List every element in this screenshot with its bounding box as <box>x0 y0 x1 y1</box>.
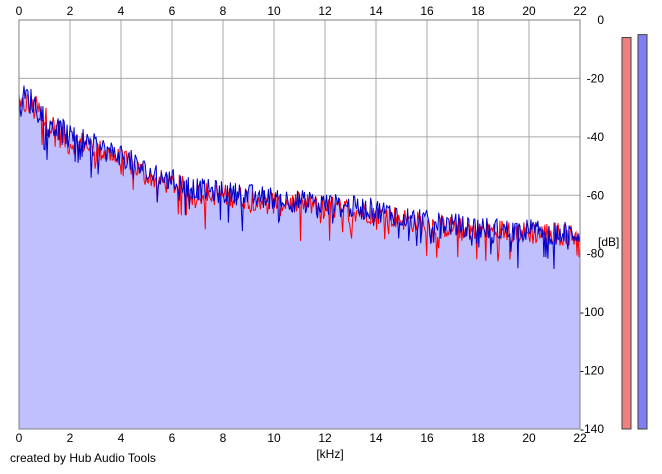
y-tick-label: -100 <box>580 305 604 319</box>
x-tick-label-top: 12 <box>318 4 332 18</box>
x-tick-label-bottom: 6 <box>169 431 176 445</box>
y-tick-label: -60 <box>587 188 605 202</box>
x-tick-label-bottom: 4 <box>118 431 125 445</box>
x-tick-label-bottom: 8 <box>220 431 227 445</box>
y-tick-label: 0 <box>597 13 604 27</box>
level-meters <box>621 34 648 430</box>
x-tick-label-bottom: 16 <box>420 431 434 445</box>
x-tick-label-top: 0 <box>16 4 23 18</box>
spectrum-fill-area <box>19 85 580 429</box>
x-tick-label-top: 8 <box>220 4 227 18</box>
y-tick-label: -40 <box>587 130 605 144</box>
x-tick-labels-bottom: 0 2 4 6 8 10 12 14 16 18 20 22 <box>16 431 587 445</box>
series-lines <box>18 85 581 270</box>
level-meter-bar-1 <box>621 37 632 430</box>
x-tick-label-bottom: 22 <box>573 431 587 445</box>
x-tick-label-top: 16 <box>420 4 434 18</box>
x-tick-label-top: 10 <box>267 4 281 18</box>
x-tick-label-top: 6 <box>169 4 176 18</box>
x-tick-labels-top: 0 2 4 6 8 10 12 14 16 18 20 22 <box>16 4 587 18</box>
x-tick-label-bottom: 14 <box>369 431 383 445</box>
x-tick-label-bottom: 12 <box>318 431 332 445</box>
x-axis-label: [kHz] <box>316 447 343 461</box>
y-tick-label: -20 <box>587 71 605 85</box>
x-tick-label-top: 20 <box>522 4 536 18</box>
x-tick-label-bottom: 18 <box>471 431 485 445</box>
spectrum-area-fill <box>19 85 580 429</box>
x-tick-label-top: 14 <box>369 4 383 18</box>
x-tick-label-top: 4 <box>118 4 125 18</box>
x-tick-label-top: 22 <box>573 4 587 18</box>
x-tick-label-bottom: 2 <box>67 431 74 445</box>
credit-text: created by Hub Audio Tools <box>10 451 156 465</box>
y-tick-label: -140 <box>580 422 604 436</box>
x-tick-label-bottom: 0 <box>16 431 23 445</box>
y-axis-label: [dB] <box>598 235 619 249</box>
plot-frame <box>18 19 581 430</box>
x-tick-label-top: 18 <box>471 4 485 18</box>
y-tick-labels: 0 -20 -40 -60 -80 -100 -120 -140 <box>580 13 604 436</box>
x-tick-label-bottom: 10 <box>267 431 281 445</box>
x-tick-label-bottom: 20 <box>522 431 536 445</box>
y-tick-label: -120 <box>580 364 604 378</box>
x-tick-label-top: 2 <box>67 4 74 18</box>
y-tick-label: -80 <box>587 247 605 261</box>
level-meter-bar-2 <box>637 34 648 430</box>
series-line-2 <box>18 85 581 270</box>
